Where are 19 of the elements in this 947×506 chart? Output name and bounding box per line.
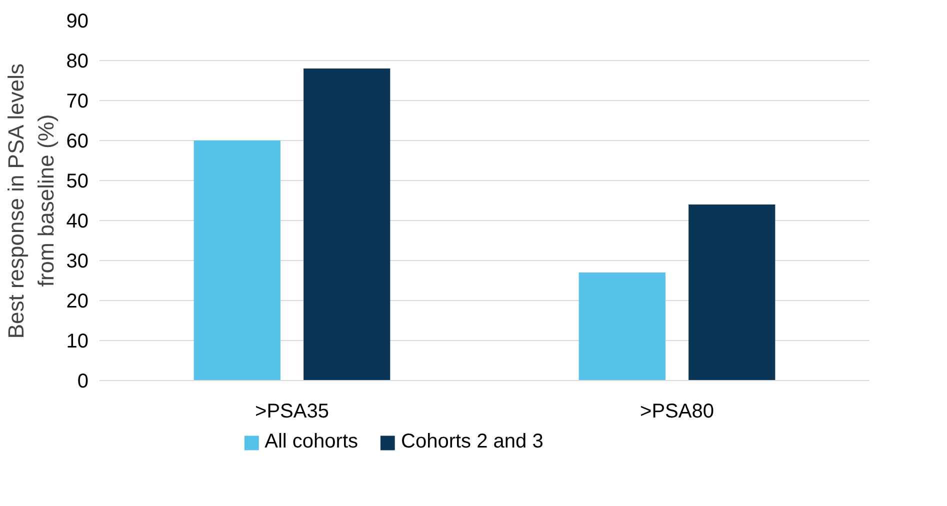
bar: [688, 204, 776, 380]
y-tick-label: 40: [66, 210, 89, 232]
y-tick-label: 20: [66, 290, 89, 312]
y-tick-label: 90: [66, 10, 89, 32]
legend-label: All cohorts: [264, 430, 358, 454]
bar: [578, 272, 666, 380]
x-tick-label: >PSA80: [640, 400, 714, 422]
y-tick-label: 50: [66, 170, 89, 192]
legend-label: Cohorts 2 and 3: [401, 430, 544, 454]
x-tick-label: >PSA35: [255, 400, 329, 422]
y-axis-title: Best response in PSA levels from baseline (%): [3, 64, 58, 339]
y-tick-label: 80: [66, 50, 89, 72]
y-tick-label: 0: [77, 370, 88, 392]
y-tick-label: 10: [66, 330, 89, 352]
y-tick-label: 30: [66, 250, 89, 272]
y-tick-label: 70: [66, 90, 89, 112]
y-tick-label: 60: [66, 130, 89, 152]
bar: [304, 68, 390, 380]
bar: [194, 140, 280, 380]
